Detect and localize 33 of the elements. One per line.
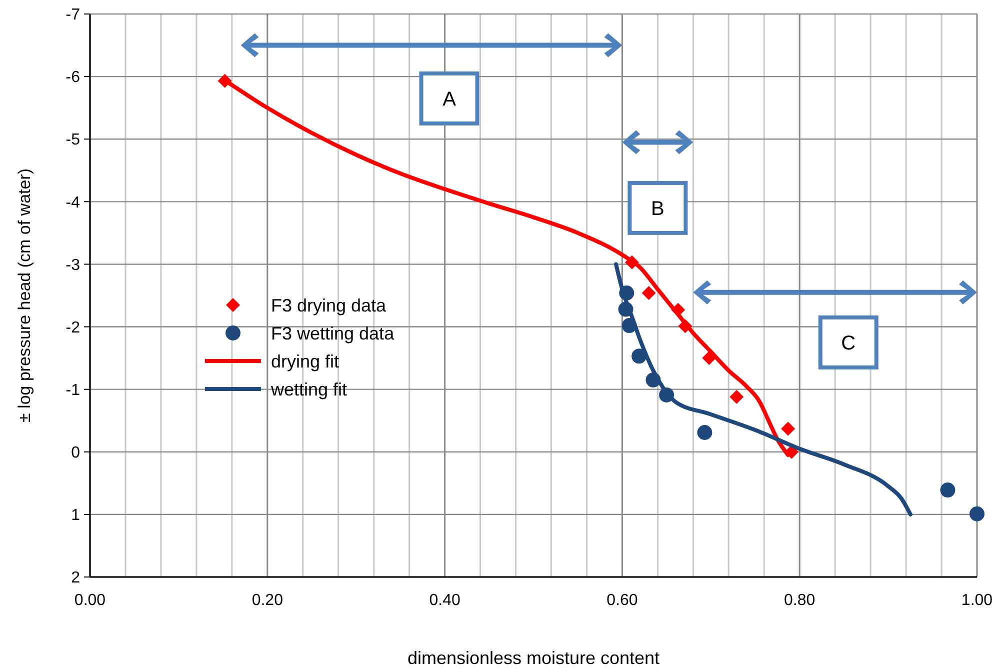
point xyxy=(642,286,656,300)
x-tick-label: 0.60 xyxy=(606,592,638,609)
annotation: B xyxy=(651,198,664,220)
x-tick-label: 0.20 xyxy=(252,592,284,609)
annotation: A xyxy=(442,88,457,110)
x-tick-label: 0.00 xyxy=(74,592,106,609)
point xyxy=(970,506,984,522)
x-tick-label: 0.80 xyxy=(784,592,816,609)
y-axis-title: ± log pressure head (cm of water) xyxy=(15,168,34,423)
legend-label: F3 drying data xyxy=(271,295,388,316)
y-tick-label: -5 xyxy=(66,132,80,149)
point xyxy=(781,422,796,436)
y-tick-label: -3 xyxy=(66,256,80,274)
y-tick-label: -2 xyxy=(66,319,80,336)
annotation: C xyxy=(841,332,856,354)
y-tick-label: -1 xyxy=(66,382,80,399)
legend-label: drying fit xyxy=(271,351,340,372)
x-tick-label: 1.00 xyxy=(961,592,993,609)
y-tick-label: -4 xyxy=(66,194,80,212)
y-tick-label: 2 xyxy=(71,570,80,587)
x-tick-label: 0.40 xyxy=(429,592,460,609)
y-tick-label: -6 xyxy=(66,69,80,86)
legend-label: wetting fit xyxy=(270,379,348,400)
y-tick-label: -7 xyxy=(66,6,80,24)
legend-label: F3 wetting data xyxy=(271,323,396,344)
point xyxy=(730,390,744,404)
y-tick-label: 1 xyxy=(71,507,80,524)
line-series xyxy=(614,262,912,516)
point xyxy=(632,348,647,364)
point xyxy=(697,424,712,440)
y-tick-label: 0 xyxy=(71,444,80,462)
x-axis-title: dimensionless moisture content xyxy=(407,648,660,668)
point xyxy=(940,482,956,498)
